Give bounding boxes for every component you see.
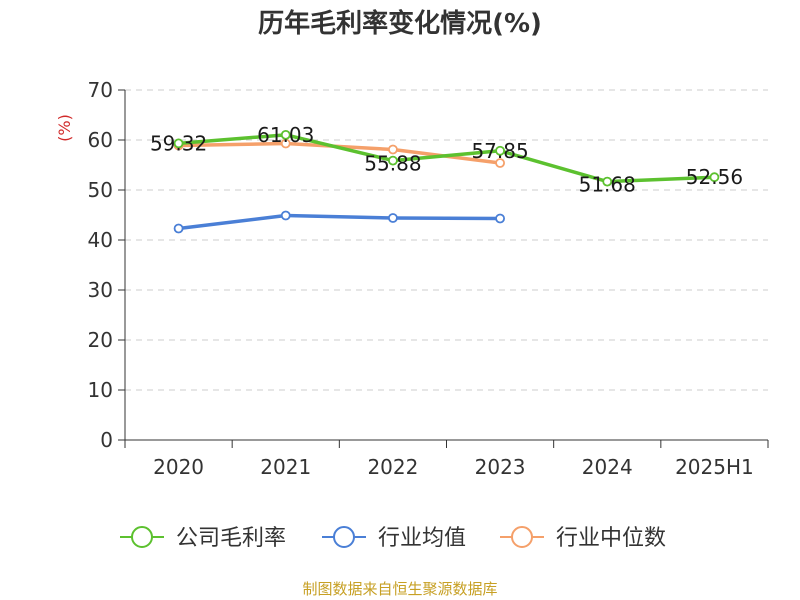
- data-point: [709, 172, 720, 183]
- data-label: 61.03: [257, 123, 314, 147]
- legend-label: 公司毛利率: [176, 526, 286, 551]
- data-point: [388, 213, 398, 223]
- x-axis-ticks: 2020 2021 2022 2023 2024 2025H1: [124, 440, 769, 479]
- y-tick-label: 60: [88, 128, 113, 152]
- data-label: 51.68: [579, 173, 636, 197]
- x-tick-label: 2020: [153, 455, 204, 479]
- y-tick-label: 70: [88, 78, 113, 102]
- data-label: 55.88: [364, 152, 421, 176]
- series-lines: [173, 129, 720, 234]
- x-tick-label: 2021: [260, 455, 311, 479]
- y-tick-label: 10: [88, 378, 113, 402]
- y-tick-label: 40: [88, 228, 113, 252]
- data-label: 52.56: [686, 165, 743, 189]
- legend-label: 行业均值: [378, 526, 466, 551]
- data-point: [173, 223, 184, 234]
- data-point: [495, 213, 505, 224]
- data-point: [495, 145, 505, 156]
- y-axis-ticks: 0 10 20 30 40 50 60 70: [88, 78, 125, 452]
- legend-marker: [131, 526, 153, 548]
- legend-marker: [511, 526, 533, 548]
- grid-lines: [125, 89, 768, 391]
- data-source: 制图数据来自恒生聚源数据库: [302, 580, 497, 598]
- chart-title: 历年毛利率变化情况(%): [258, 8, 542, 39]
- data-label: 59.32: [150, 131, 207, 155]
- x-tick-label: 2024: [582, 455, 633, 479]
- series-line: [178, 213, 501, 231]
- data-point: [388, 155, 398, 166]
- x-tick-label: 2025H1: [675, 455, 754, 479]
- y-tick-label: 30: [88, 278, 113, 302]
- y-tick-label: 0: [100, 428, 113, 452]
- series-line: [178, 133, 715, 184]
- data-point: [495, 158, 505, 168]
- x-tick-label: 2023: [475, 455, 526, 479]
- legend-marker: [333, 526, 355, 548]
- y-tick-label: 20: [88, 328, 113, 352]
- data-labels: 59.32 61.03 55.88 57.85 51.68 52.56: [150, 123, 743, 197]
- legend: 公司毛利率 行业均值 行业中位数: [120, 526, 666, 551]
- legend-label: 行业中位数: [556, 526, 666, 551]
- x-tick-label: 2022: [367, 455, 418, 479]
- data-point: [280, 129, 291, 140]
- y-tick-label: 50: [88, 178, 113, 202]
- axes: [124, 90, 768, 441]
- data-point: [602, 176, 613, 187]
- data-point: [173, 138, 184, 149]
- data-label: 57.85: [471, 139, 528, 163]
- y-axis-unit: (%): [55, 114, 74, 142]
- data-point: [388, 144, 398, 155]
- data-point: [280, 210, 291, 221]
